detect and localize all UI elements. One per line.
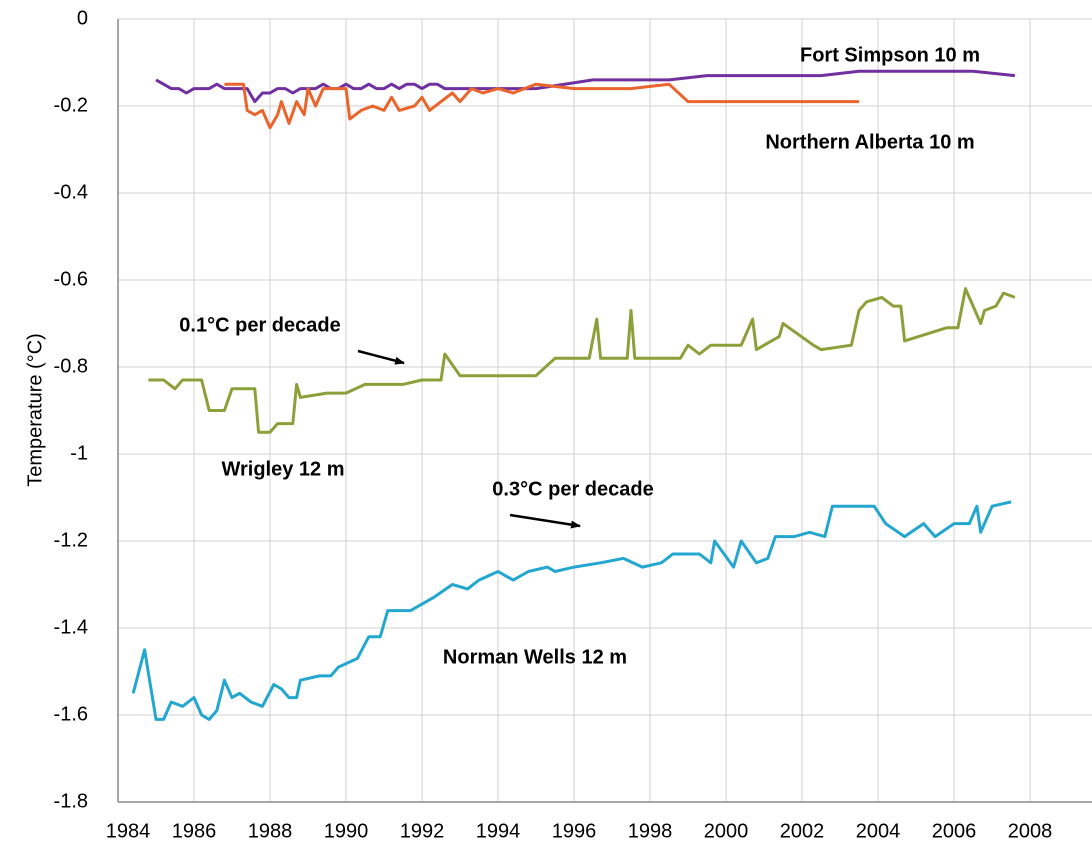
annotation: 0.3°C per decade bbox=[492, 478, 653, 500]
series-line bbox=[148, 287, 1016, 434]
annotations: Fort Simpson 10 m Northern Alberta 10 m 0.… bbox=[179, 44, 980, 668]
x-tick-label: 1992 bbox=[400, 820, 445, 842]
x-tick-label: 2008 bbox=[1008, 820, 1053, 842]
x-tick-label: 1986 bbox=[172, 820, 217, 842]
x-tick-label: 1984 bbox=[106, 820, 151, 842]
series-line bbox=[155, 69, 1016, 104]
y-tick-label: -0.4 bbox=[54, 181, 88, 203]
annotation: Fort Simpson 10 m bbox=[800, 44, 980, 66]
y-tick-label: -1.6 bbox=[54, 703, 88, 725]
x-tick-label: 2006 bbox=[932, 820, 977, 842]
x-tick-label: 1988 bbox=[248, 820, 293, 842]
x-tick-label: 1998 bbox=[628, 820, 673, 842]
x-tick-label: 1996 bbox=[552, 820, 597, 842]
annotation-arrow bbox=[357, 349, 405, 365]
annotation-arrow bbox=[509, 513, 581, 529]
y-tick-label: -0.2 bbox=[54, 94, 88, 116]
y-tick-label: -1.8 bbox=[54, 790, 88, 812]
x-tick-label: 2000 bbox=[704, 820, 749, 842]
x-tick-label: 2004 bbox=[856, 820, 901, 842]
y-tick-label: 0 bbox=[77, 7, 88, 29]
y-tick-label: -1 bbox=[70, 442, 88, 464]
y-tick-label: -1.2 bbox=[54, 529, 88, 551]
y-tick-label: -0.8 bbox=[54, 355, 88, 377]
series-line bbox=[224, 82, 859, 130]
series bbox=[131, 69, 1016, 721]
series-line bbox=[131, 500, 1012, 721]
y-tick-label: -1.4 bbox=[54, 616, 88, 638]
y-tick-label: -0.6 bbox=[54, 268, 88, 290]
annotation: Norman Wells 12 m bbox=[443, 646, 627, 668]
x-tick-label: 1994 bbox=[476, 820, 521, 842]
annotation: Northern Alberta 10 m bbox=[765, 131, 974, 153]
annotation: 0.1°C per decade bbox=[179, 314, 340, 336]
y-axis-title: Temperature (°C) bbox=[24, 333, 46, 487]
annotation: Wrigley 12 m bbox=[221, 458, 344, 480]
x-tick-label: 2002 bbox=[780, 820, 825, 842]
x-tick-label: 1990 bbox=[324, 820, 369, 842]
